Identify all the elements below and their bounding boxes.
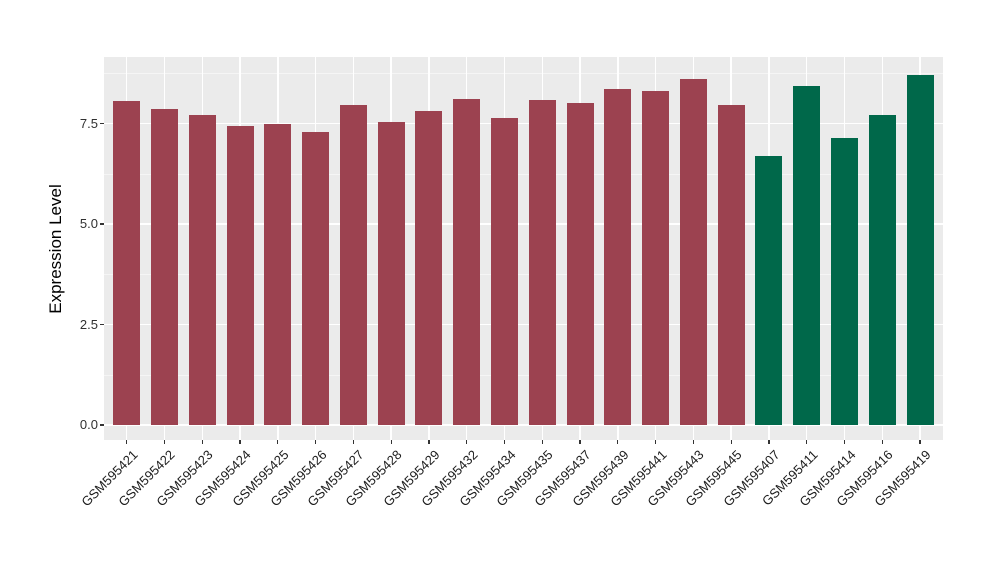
bar-GSM595416 [868, 115, 896, 425]
y-tick-mark [100, 122, 104, 125]
gridline-major [104, 323, 943, 326]
y-tick-mark [100, 223, 104, 225]
bar-GSM595432 [453, 99, 481, 425]
x-tick-mark [163, 440, 166, 444]
x-tick-mark [541, 440, 543, 444]
x-tick-mark [466, 440, 468, 444]
bar-GSM595411 [793, 85, 821, 425]
bar-GSM595435 [528, 99, 556, 425]
x-tick-mark [806, 440, 808, 444]
x-tick-mark [843, 440, 846, 444]
bar-GSM595445 [717, 104, 745, 425]
bar-GSM595424 [226, 126, 254, 425]
bar-GSM595441 [642, 90, 670, 425]
y-tick-mark [100, 323, 104, 326]
bar-GSM595437 [566, 103, 594, 425]
bar-GSM595414 [831, 137, 859, 425]
y-tick-label: 2.5 [79, 316, 98, 332]
gridline-minor [104, 274, 943, 276]
x-tick-mark [428, 440, 430, 444]
bar-GSM595428 [377, 122, 405, 425]
bar-GSM595439 [604, 88, 632, 425]
x-tick-mark [390, 440, 392, 444]
x-tick-mark [239, 440, 241, 444]
x-tick-mark [201, 440, 203, 444]
x-tick-mark [352, 440, 354, 444]
bar-GSM595426 [302, 132, 330, 425]
x-tick-mark [617, 440, 619, 444]
bar-GSM595427 [339, 105, 367, 425]
x-tick-mark [919, 440, 921, 444]
gridline-major [104, 424, 943, 426]
x-tick-mark [655, 440, 657, 444]
bar-GSM595407 [755, 155, 783, 425]
y-tick-label: 0.0 [79, 417, 98, 432]
x-tick-mark [881, 440, 883, 444]
bar-GSM595419 [906, 74, 934, 425]
plot-panel [104, 57, 943, 440]
gridline-minor [104, 173, 943, 175]
bar-GSM595443 [679, 79, 707, 425]
x-tick-mark [692, 440, 694, 444]
x-tick-mark [579, 440, 581, 444]
gridline-major [104, 223, 943, 225]
bar-GSM595434 [491, 118, 518, 425]
bar-GSM595425 [264, 124, 292, 425]
x-tick-mark [126, 440, 128, 444]
x-tick-mark [768, 440, 770, 444]
x-tick-mark [315, 440, 317, 444]
bar-GSM595429 [415, 110, 443, 425]
bar-GSM595423 [188, 115, 216, 425]
bar-GSM595421 [113, 100, 141, 425]
y-tick-label: 5.0 [79, 216, 98, 231]
gridline-minor [104, 374, 943, 376]
x-tick-mark [730, 440, 732, 444]
gridline-minor [104, 73, 943, 75]
y-tick-mark [100, 424, 104, 426]
gridline-major [104, 122, 943, 125]
bar-GSM595422 [150, 108, 178, 425]
x-tick-mark [277, 440, 279, 444]
y-tick-label: 7.5 [79, 115, 98, 131]
x-tick-mark [503, 440, 506, 444]
